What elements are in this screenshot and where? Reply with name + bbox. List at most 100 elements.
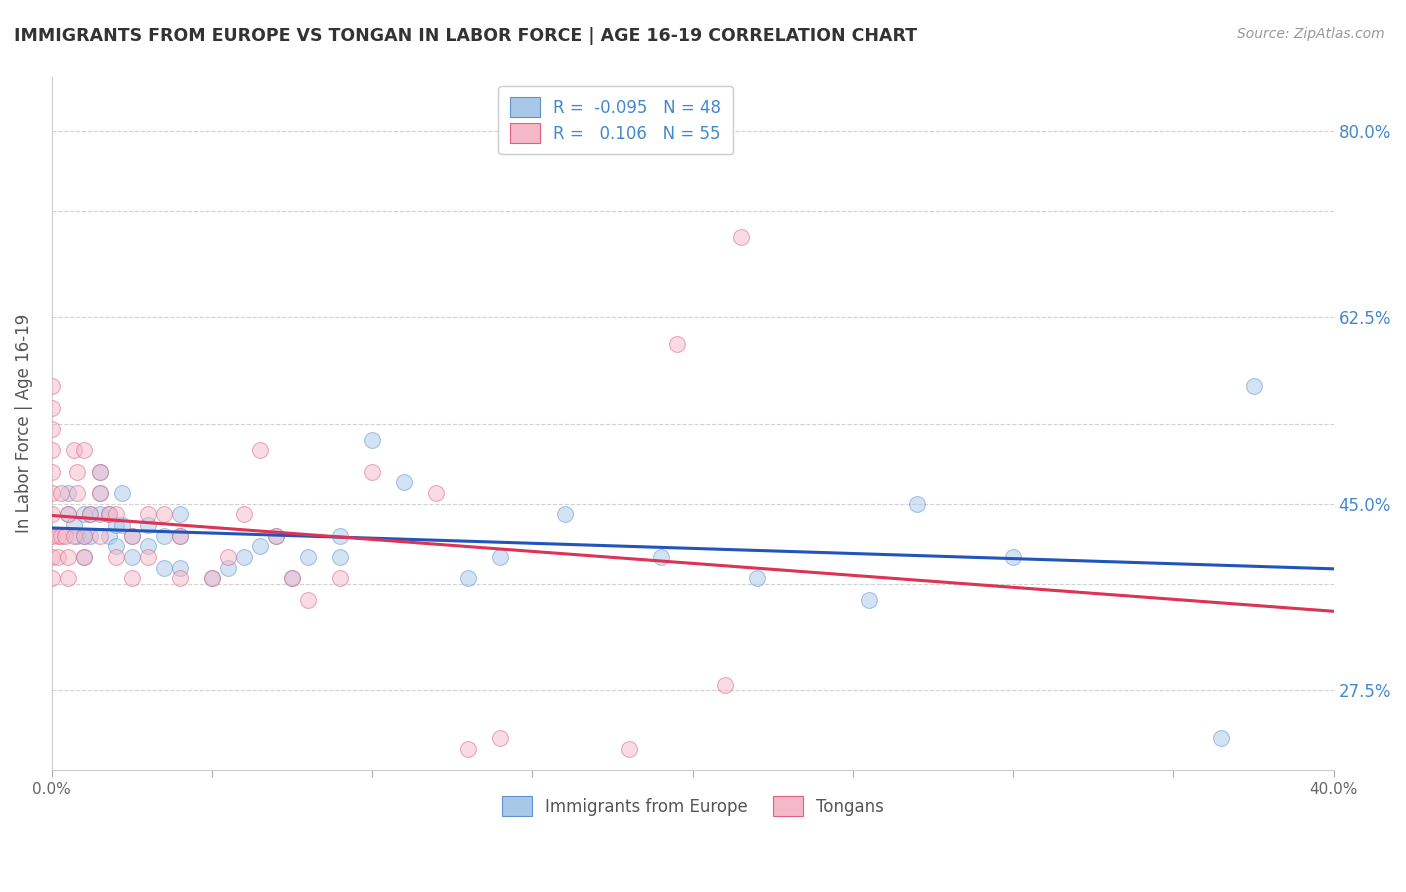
Point bbox=[858, 592, 880, 607]
Point bbox=[153, 528, 176, 542]
Point bbox=[745, 571, 768, 585]
Point bbox=[41, 401, 63, 415]
Point bbox=[79, 528, 101, 542]
Point bbox=[425, 486, 447, 500]
Point bbox=[553, 508, 575, 522]
Point bbox=[249, 443, 271, 458]
Point bbox=[41, 571, 63, 585]
Point bbox=[51, 486, 73, 500]
Point bbox=[650, 549, 672, 564]
Point bbox=[201, 571, 224, 585]
Point bbox=[201, 571, 224, 585]
Point bbox=[169, 508, 191, 522]
Point bbox=[297, 592, 319, 607]
Point bbox=[56, 508, 79, 522]
Point bbox=[73, 443, 96, 458]
Point bbox=[56, 486, 79, 500]
Point bbox=[1243, 379, 1265, 393]
Point bbox=[104, 549, 127, 564]
Point bbox=[264, 528, 287, 542]
Point bbox=[53, 528, 76, 542]
Point bbox=[66, 528, 89, 542]
Point bbox=[457, 571, 479, 585]
Point bbox=[121, 528, 143, 542]
Point bbox=[1211, 731, 1233, 745]
Point bbox=[233, 508, 256, 522]
Point bbox=[63, 517, 86, 532]
Point bbox=[489, 549, 512, 564]
Point bbox=[281, 571, 304, 585]
Point bbox=[329, 571, 352, 585]
Point bbox=[489, 731, 512, 745]
Point bbox=[98, 508, 121, 522]
Point bbox=[63, 443, 86, 458]
Point bbox=[111, 517, 134, 532]
Point bbox=[905, 497, 928, 511]
Point bbox=[89, 486, 111, 500]
Point bbox=[1002, 549, 1025, 564]
Text: Source: ZipAtlas.com: Source: ZipAtlas.com bbox=[1237, 27, 1385, 41]
Point bbox=[98, 528, 121, 542]
Point bbox=[73, 549, 96, 564]
Point bbox=[66, 486, 89, 500]
Point bbox=[153, 508, 176, 522]
Point bbox=[56, 508, 79, 522]
Point bbox=[73, 549, 96, 564]
Point bbox=[617, 741, 640, 756]
Point bbox=[217, 560, 239, 574]
Point bbox=[264, 528, 287, 542]
Point bbox=[136, 517, 159, 532]
Point bbox=[111, 486, 134, 500]
Point bbox=[41, 465, 63, 479]
Point bbox=[41, 422, 63, 436]
Text: IMMIGRANTS FROM EUROPE VS TONGAN IN LABOR FORCE | AGE 16-19 CORRELATION CHART: IMMIGRANTS FROM EUROPE VS TONGAN IN LABO… bbox=[14, 27, 917, 45]
Point bbox=[89, 465, 111, 479]
Point bbox=[63, 528, 86, 542]
Point bbox=[41, 549, 63, 564]
Point bbox=[121, 549, 143, 564]
Point bbox=[41, 508, 63, 522]
Point bbox=[41, 528, 63, 542]
Point bbox=[169, 560, 191, 574]
Point bbox=[249, 539, 271, 553]
Point bbox=[89, 465, 111, 479]
Point bbox=[329, 549, 352, 564]
Point bbox=[89, 508, 111, 522]
Point bbox=[46, 528, 69, 542]
Point bbox=[665, 336, 688, 351]
Point bbox=[56, 571, 79, 585]
Point bbox=[136, 539, 159, 553]
Point bbox=[98, 508, 121, 522]
Point bbox=[73, 528, 96, 542]
Point bbox=[233, 549, 256, 564]
Point bbox=[136, 508, 159, 522]
Point bbox=[121, 528, 143, 542]
Point bbox=[153, 560, 176, 574]
Point bbox=[730, 230, 752, 244]
Point bbox=[104, 508, 127, 522]
Point bbox=[79, 508, 101, 522]
Point bbox=[46, 549, 69, 564]
Point bbox=[104, 517, 127, 532]
Point bbox=[73, 508, 96, 522]
Point bbox=[121, 571, 143, 585]
Point bbox=[136, 549, 159, 564]
Point bbox=[394, 475, 416, 490]
Point bbox=[51, 528, 73, 542]
Legend: Immigrants from Europe, Tongans: Immigrants from Europe, Tongans bbox=[494, 788, 893, 824]
Point bbox=[169, 571, 191, 585]
Point bbox=[169, 528, 191, 542]
Point bbox=[104, 539, 127, 553]
Point bbox=[297, 549, 319, 564]
Point bbox=[41, 443, 63, 458]
Point bbox=[56, 549, 79, 564]
Point bbox=[66, 465, 89, 479]
Point bbox=[361, 465, 384, 479]
Point bbox=[89, 486, 111, 500]
Point bbox=[457, 741, 479, 756]
Point bbox=[89, 528, 111, 542]
Point bbox=[281, 571, 304, 585]
Point bbox=[713, 678, 735, 692]
Point bbox=[169, 528, 191, 542]
Y-axis label: In Labor Force | Age 16-19: In Labor Force | Age 16-19 bbox=[15, 314, 32, 533]
